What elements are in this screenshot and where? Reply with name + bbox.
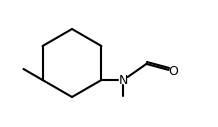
Text: N: N [119, 74, 128, 86]
Text: O: O [169, 65, 178, 78]
